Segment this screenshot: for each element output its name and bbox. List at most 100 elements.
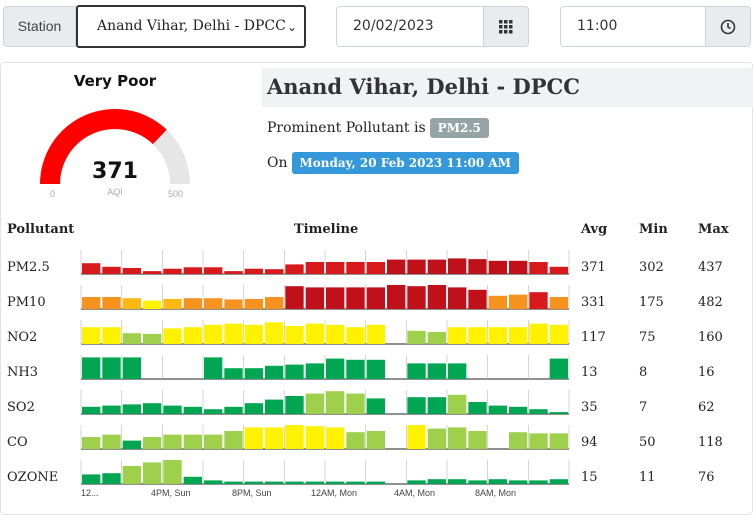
timeline-bar[interactable] (204, 267, 223, 274)
timeline-bar[interactable] (427, 285, 446, 309)
timeline-bar[interactable] (122, 268, 141, 274)
timeline-bar[interactable] (468, 402, 487, 414)
timeline-bar[interactable] (82, 357, 101, 379)
timeline-bar[interactable] (102, 405, 121, 414)
timeline-bar[interactable] (305, 363, 324, 379)
timeline-bar[interactable] (488, 295, 507, 309)
timeline-bar[interactable] (326, 427, 345, 449)
timeline-bar[interactable] (509, 294, 528, 309)
timeline-bar[interactable] (285, 481, 304, 484)
timeline-bar[interactable] (285, 364, 304, 379)
timeline-bar[interactable] (468, 289, 487, 309)
timeline-bar[interactable] (163, 460, 182, 484)
timeline-bar[interactable] (509, 406, 528, 414)
timeline-bar[interactable] (529, 433, 548, 449)
timeline-bar[interactable] (448, 427, 467, 449)
timeline-bar[interactable] (143, 437, 162, 449)
timeline-bar[interactable] (143, 271, 162, 274)
timeline-bar[interactable] (122, 298, 141, 309)
timeline-bar[interactable] (427, 479, 446, 484)
timeline-bar[interactable] (122, 357, 141, 379)
timeline-bar[interactable] (305, 393, 324, 414)
timeline-bar[interactable] (183, 434, 202, 449)
timeline-bar[interactable] (82, 327, 101, 344)
timeline-bar[interactable] (143, 333, 162, 344)
timeline-bar[interactable] (387, 259, 406, 274)
timeline-bar[interactable] (244, 298, 263, 309)
timeline-bar[interactable] (244, 324, 263, 344)
timeline-bar[interactable] (244, 403, 263, 414)
timeline-bar[interactable] (346, 287, 365, 309)
timeline-bar[interactable] (407, 259, 426, 274)
timeline-bar[interactable] (346, 481, 365, 484)
timeline-bar[interactable] (366, 359, 385, 379)
timeline-bar[interactable] (427, 363, 446, 379)
timeline-bar[interactable] (509, 480, 528, 484)
timeline-bar[interactable] (448, 394, 467, 414)
timeline-bar[interactable] (285, 396, 304, 414)
timeline-bar[interactable] (183, 476, 202, 484)
timeline-bar[interactable] (366, 262, 385, 274)
timeline-bar[interactable] (407, 480, 426, 484)
timeline-bar[interactable] (468, 259, 487, 274)
timeline-bar[interactable] (387, 285, 406, 309)
timeline-bar[interactable] (448, 327, 467, 344)
timeline-bar[interactable] (448, 258, 467, 274)
timeline-bar[interactable] (183, 327, 202, 344)
timeline-bar[interactable] (488, 327, 507, 344)
timeline-bar[interactable] (163, 434, 182, 449)
timeline-bar[interactable] (448, 287, 467, 309)
timeline-bar[interactable] (448, 363, 467, 379)
timeline-bar[interactable] (204, 434, 223, 449)
timeline-bar[interactable] (82, 474, 101, 484)
timeline-bar[interactable] (529, 480, 548, 484)
timeline-bar[interactable] (509, 260, 528, 274)
timeline-bar[interactable] (82, 406, 101, 414)
timeline-bar[interactable] (549, 479, 568, 484)
timeline-bar[interactable] (224, 368, 243, 379)
timeline-bar[interactable] (346, 393, 365, 414)
calendar-button[interactable] (483, 6, 529, 47)
timeline-bar[interactable] (122, 404, 141, 414)
timeline-bar[interactable] (407, 397, 426, 414)
timeline-bar[interactable] (244, 427, 263, 449)
timeline-bar[interactable] (265, 322, 284, 344)
timeline-bar[interactable] (427, 428, 446, 449)
timeline-bar[interactable] (143, 403, 162, 414)
timeline-bar[interactable] (102, 357, 121, 379)
timeline-bar[interactable] (549, 358, 568, 379)
timeline-bar[interactable] (122, 466, 141, 484)
station-select[interactable]: Anand Vihar, Delhi - DPCC ⌄ (76, 5, 306, 48)
timeline-bar[interactable] (224, 323, 243, 344)
timeline-bar[interactable] (265, 297, 284, 309)
timeline-bar[interactable] (305, 287, 324, 309)
timeline-bar[interactable] (224, 299, 243, 309)
timeline-bar[interactable] (468, 480, 487, 484)
timeline-bar[interactable] (163, 405, 182, 414)
timeline-bar[interactable] (265, 481, 284, 484)
timeline-bar[interactable] (549, 297, 568, 309)
timeline-bar[interactable] (326, 324, 345, 344)
timeline-bar[interactable] (244, 268, 263, 274)
timeline-bar[interactable] (305, 426, 324, 449)
timeline-bar[interactable] (326, 391, 345, 414)
timeline-bar[interactable] (244, 481, 263, 484)
timeline-bar[interactable] (549, 412, 568, 414)
timeline-bar[interactable] (468, 431, 487, 449)
timeline-bar[interactable] (448, 479, 467, 484)
timeline-bar[interactable] (509, 327, 528, 344)
timeline-bar[interactable] (346, 327, 365, 344)
timeline-bar[interactable] (366, 324, 385, 344)
timeline-bar[interactable] (346, 359, 365, 379)
timeline-bar[interactable] (427, 259, 446, 274)
timeline-bar[interactable] (224, 431, 243, 449)
timeline-bar[interactable] (407, 363, 426, 379)
timeline-bar[interactable] (366, 398, 385, 414)
clock-button[interactable] (705, 6, 751, 47)
timeline-bar[interactable] (204, 480, 223, 484)
timeline-bar[interactable] (305, 481, 324, 484)
timeline-bar[interactable] (82, 297, 101, 309)
timeline-bar[interactable] (366, 431, 385, 449)
timeline-bar[interactable] (407, 286, 426, 309)
timeline-bar[interactable] (224, 481, 243, 484)
